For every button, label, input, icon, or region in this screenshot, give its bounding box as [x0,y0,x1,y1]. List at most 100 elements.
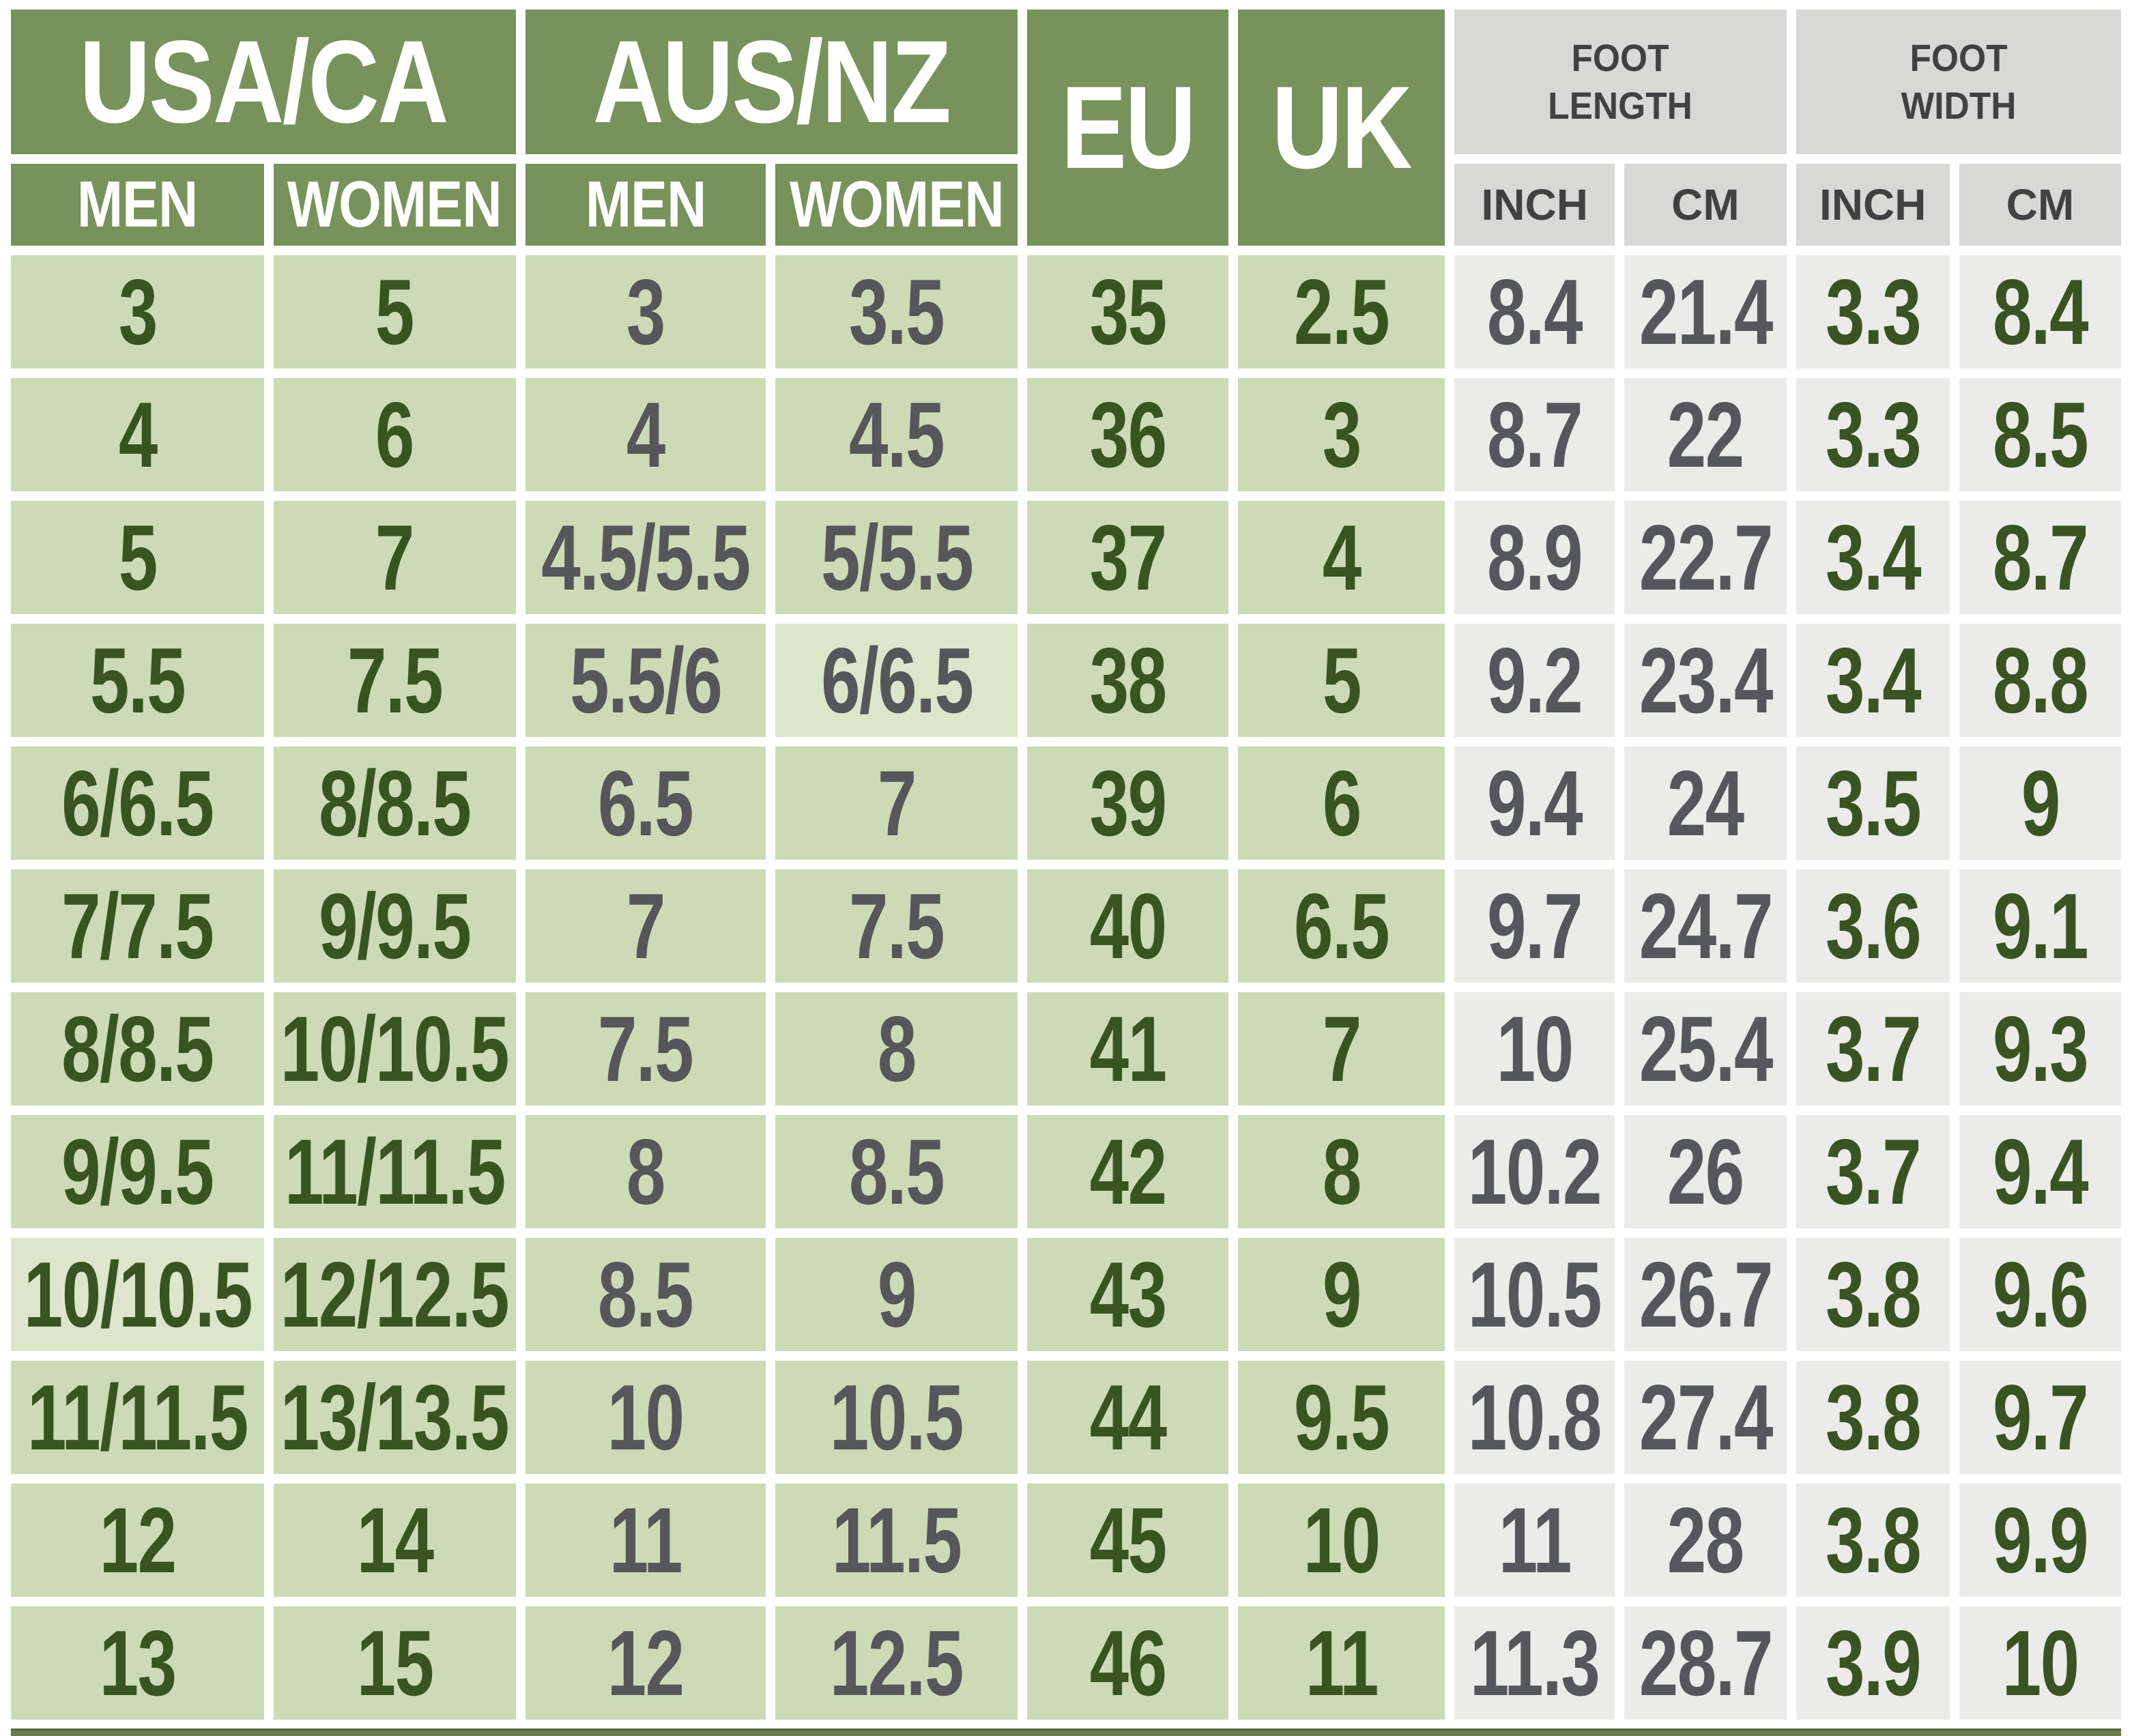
table-cell-r7-c9: 3.7 [1796,992,1950,1105]
table-cell-r1-c2: 5 [273,255,516,368]
cell-value: 14 [356,1488,433,1592]
table-cell-r1-c6: 2.5 [1238,255,1445,368]
table-cell-r12-c2: 15 [273,1606,516,1720]
table-cell-r11-c10: 9.9 [1959,1484,2121,1597]
table-cell-r10-c9: 3.8 [1796,1361,1950,1474]
table-cell-r5-c3: 6.5 [525,747,766,860]
table-cell-r10-c1: 11/11.5 [11,1361,264,1474]
cell-value: 23.4 [1639,628,1773,732]
subheader-usa-women-label: WOMEN [287,168,502,241]
cell-value: 8.7 [1992,506,2089,609]
subheader-aus-women: WOMEN [775,164,1018,246]
cell-value: 6 [1322,751,1362,855]
cell-value: 13 [99,1611,176,1715]
table-cell-r5-c10: 9 [1959,747,2121,860]
cell-value: 7 [877,751,917,855]
table-cell-r6-c10: 9.1 [1959,869,2121,983]
table-cell-r3-c7: 8.9 [1454,501,1615,614]
cell-value: 3.3 [1825,383,1922,487]
cell-value: 4.5/5.5 [541,506,751,609]
table-cell-r11-c1: 12 [11,1484,264,1597]
table-cell-r5-c2: 8/8.5 [273,747,516,860]
cell-value: 10.5 [1468,1243,1602,1346]
table-cell-r1-c8: 21.4 [1624,255,1787,368]
cell-value: 8.8 [1992,628,2089,732]
cell-value: 46 [1089,1611,1167,1715]
table-cell-r3-c2: 7 [273,501,516,614]
cell-value: 12 [607,1611,685,1715]
cell-value: 28 [1667,1488,1744,1592]
cell-value: 10.5 [830,1365,964,1469]
cell-value: 27.4 [1639,1365,1773,1469]
table-cell-r11-c8: 28 [1624,1484,1787,1597]
cell-value: 15 [356,1611,433,1715]
table-cell-r6-c2: 9/9.5 [273,869,516,983]
cell-value: 11/11.5 [27,1365,248,1469]
table-cell-r8-c9: 3.7 [1796,1115,1950,1228]
table-cell-r1-c10: 8.4 [1959,255,2121,368]
cell-value: 9.4 [1992,1120,2089,1224]
table-cell-r12-c8: 28.7 [1624,1606,1787,1720]
cell-value: 9.7 [1992,1365,2089,1469]
table-cell-r11-c7: 11 [1454,1484,1615,1597]
subheader-usa-women: WOMEN [273,164,516,246]
table-cell-r1-c5: 35 [1027,255,1229,368]
table-cell-r4-c8: 23.4 [1624,624,1787,737]
cell-value: 10 [2002,1611,2079,1715]
cell-value: 21.4 [1639,260,1773,364]
cell-value: 5.5 [89,628,186,732]
table-cell-r9-c3: 8.5 [525,1238,766,1351]
cell-value: 8.5 [1992,383,2089,487]
table-cell-r1-c7: 8.4 [1454,255,1615,368]
cell-value: 36 [1089,383,1167,487]
table-cell-r2-c4: 4.5 [775,378,1018,491]
size-table: USA/CA AUS/NZ EU UK FOOT LENGTH FOOT WID… [11,10,2121,1720]
cell-value: 11/11.5 [284,1120,506,1224]
table-cell-r5-c4: 7 [775,747,1018,860]
table-cell-r3-c1: 5 [11,501,264,614]
table-cell-r6-c9: 3.6 [1796,869,1950,983]
table-cell-r7-c2: 10/10.5 [273,992,516,1105]
cell-value: 7 [626,874,665,978]
table-cell-r2-c1: 4 [11,378,264,491]
cell-value: 22.7 [1639,506,1773,609]
table-cell-r4-c6: 5 [1238,624,1445,737]
table-cell-r10-c5: 44 [1027,1361,1229,1474]
subheader-usa-men: MEN [11,164,264,246]
cell-value: 3.8 [1825,1365,1922,1469]
table-cell-r6-c7: 9.7 [1454,869,1615,983]
cell-value: 3.3 [1825,260,1922,364]
cell-value: 22 [1667,383,1744,487]
cell-value: 11 [609,1488,683,1592]
table-cell-r3-c4: 5/5.5 [775,501,1018,614]
subheader-length-cm-label: CM [1671,180,1740,229]
cell-value: 3 [626,260,665,364]
table-cell-r9-c2: 12/12.5 [273,1238,516,1351]
table-cell-r5-c6: 6 [1238,747,1445,860]
table-cell-r10-c6: 9.5 [1238,1361,1445,1474]
table-cell-r12-c9: 3.9 [1796,1606,1950,1720]
subheader-width-cm-label: CM [2006,180,2075,229]
table-cell-r7-c5: 41 [1027,992,1229,1105]
cell-value: 8 [626,1120,665,1224]
table-cell-r9-c8: 26.7 [1624,1238,1787,1351]
table-cell-r12-c10: 10 [1959,1606,2121,1720]
cell-value: 39 [1089,751,1167,855]
subheader-aus-men: MEN [525,164,766,246]
table-cell-r10-c7: 10.8 [1454,1361,1615,1474]
table-cell-r8-c6: 8 [1238,1115,1445,1228]
cell-value: 4.5 [849,383,945,487]
cell-value: 6 [375,383,414,487]
table-cell-r1-c3: 3 [525,255,766,368]
cell-value: 3.5 [1825,751,1922,855]
header-foot-length: FOOT LENGTH [1454,10,1787,154]
table-cell-r10-c2: 13/13.5 [273,1361,516,1474]
cell-value: 7 [375,506,414,609]
table-cell-r9-c4: 9 [775,1238,1018,1351]
table-cell-r1-c9: 3.3 [1796,255,1950,368]
table-cell-r4-c5: 38 [1027,624,1229,737]
table-cell-r6-c8: 24.7 [1624,869,1787,983]
cell-value: 9.5 [1294,1365,1390,1469]
subheader-width-cm: CM [1959,164,2121,246]
cell-value: 9 [1322,1243,1362,1346]
